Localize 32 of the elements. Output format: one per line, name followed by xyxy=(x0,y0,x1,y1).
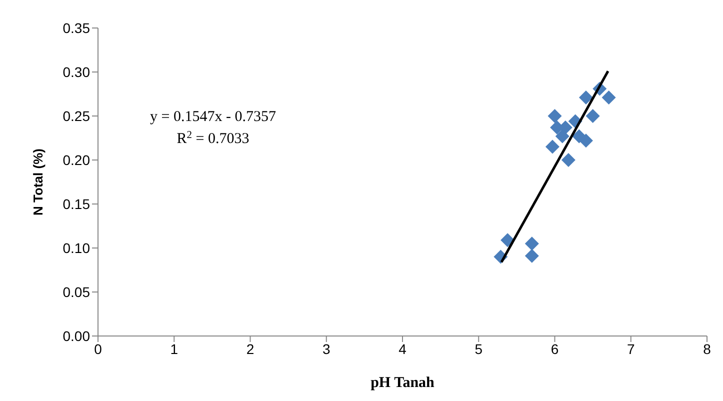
y-tick-label: 0.25 xyxy=(62,108,90,124)
y-axis-title: N Total (%) xyxy=(30,148,46,216)
point xyxy=(586,109,600,123)
y-tick-label: 0.35 xyxy=(62,20,90,36)
point xyxy=(572,129,586,144)
point xyxy=(555,129,570,144)
annotation: y = 0.1547x - 0.7357 xyxy=(150,109,276,125)
x-tick-label: 8 xyxy=(703,340,712,357)
x-tick-label: 7 xyxy=(626,340,635,357)
y-tick-label: 0.10 xyxy=(62,240,90,256)
x-tick-label: 2 xyxy=(246,340,254,357)
x-tick-label: 4 xyxy=(398,340,407,357)
x-tick-label: 3 xyxy=(322,340,330,357)
point xyxy=(524,248,539,263)
point xyxy=(561,153,576,167)
x-tick-label: 0 xyxy=(94,340,102,357)
x-tick-label: 1 xyxy=(170,340,178,357)
point xyxy=(548,109,562,123)
y-tick-label: 0.20 xyxy=(62,152,90,168)
point xyxy=(500,233,515,248)
point xyxy=(578,90,593,105)
point xyxy=(524,236,539,251)
y-tick-label: 0.00 xyxy=(62,328,90,344)
y-tick-label: 0.05 xyxy=(62,284,90,300)
x-tick-label: 5 xyxy=(474,340,483,357)
point xyxy=(602,90,616,105)
point xyxy=(545,140,560,154)
x-tick-label: 6 xyxy=(550,340,559,357)
y-tick-label: 0.30 xyxy=(62,64,90,80)
y-tick-label: 0.15 xyxy=(62,196,90,212)
annotation: R$^{2}$ = 0.7033 xyxy=(176,130,250,147)
x-axis-title: pH Tanah xyxy=(370,375,436,391)
